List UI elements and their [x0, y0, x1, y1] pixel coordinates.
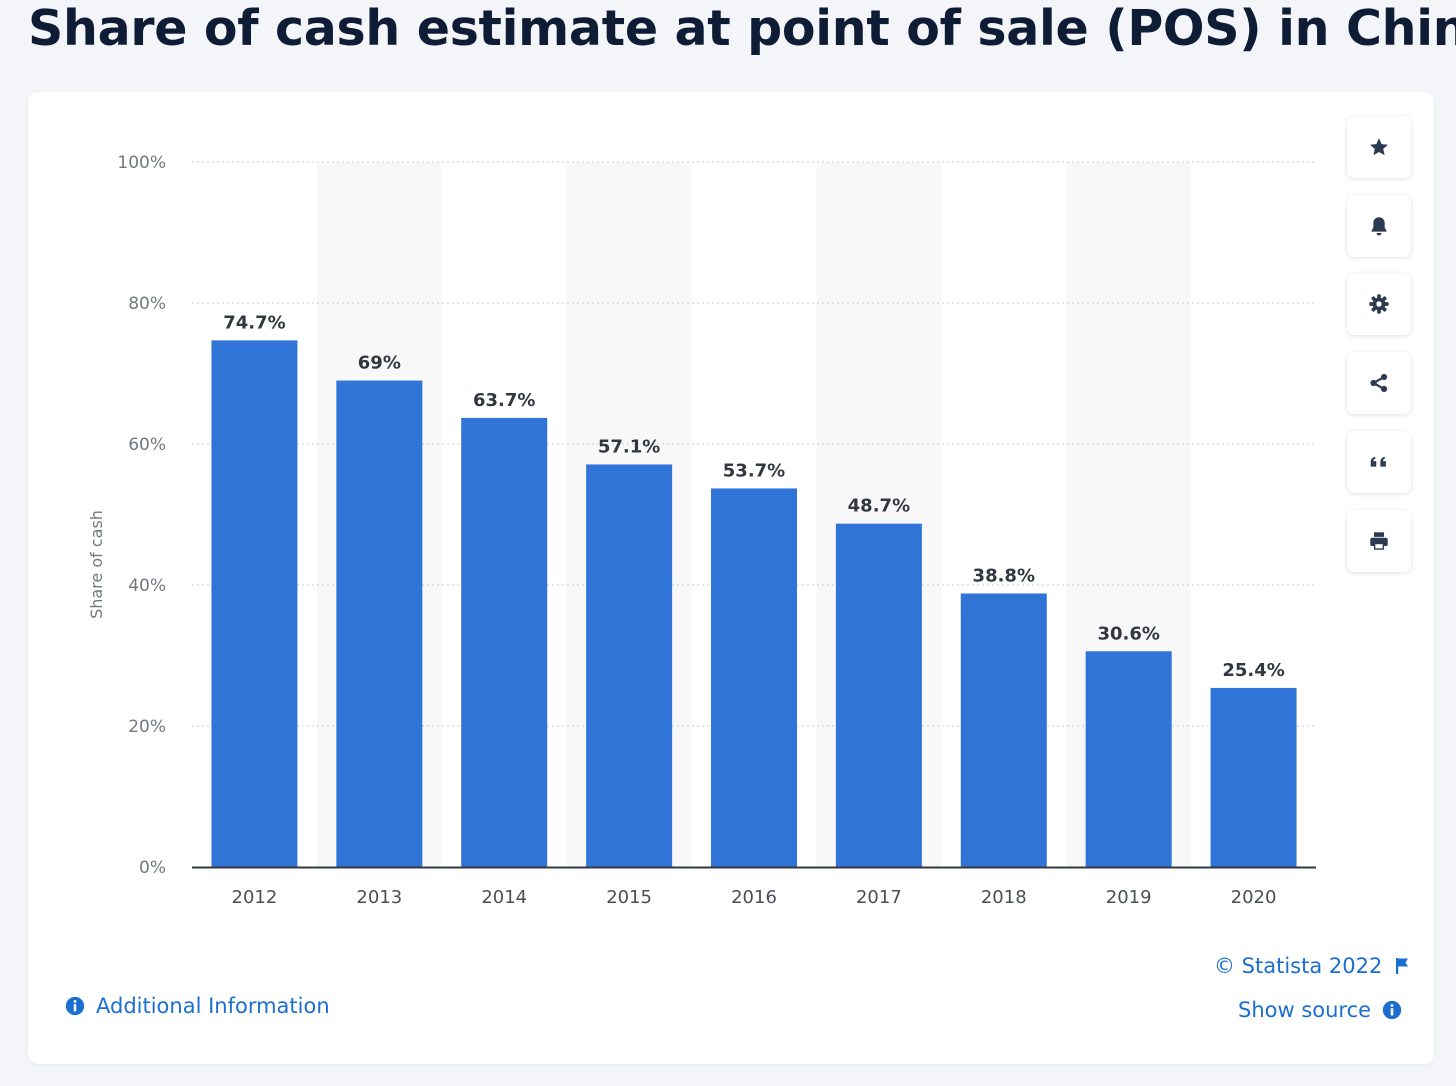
copyright-link[interactable]: © Statista 2022 — [1214, 954, 1410, 978]
bar — [461, 417, 548, 867]
x-tick-label: 2012 — [232, 887, 278, 908]
notification-button[interactable] — [1347, 195, 1411, 257]
bar — [1210, 687, 1297, 867]
y-tick-label: 20% — [128, 717, 166, 737]
quote-icon — [1370, 456, 1386, 467]
page-title: Share of cash estimate at point of sale … — [28, 0, 1456, 57]
info-icon — [1381, 999, 1403, 1021]
share-button[interactable] — [1347, 352, 1411, 414]
bar — [960, 593, 1047, 867]
x-tick-label: 2018 — [981, 887, 1027, 908]
favorite-button[interactable] — [1347, 116, 1411, 178]
data-label: 57.1% — [598, 436, 660, 457]
data-label: 74.7% — [223, 312, 285, 333]
x-tick-label: 2019 — [1106, 887, 1152, 908]
x-tick-label: 2020 — [1231, 887, 1277, 908]
y-tick-label: 60% — [128, 435, 166, 455]
data-label: 48.7% — [848, 496, 910, 517]
star-icon — [1370, 138, 1388, 156]
data-label: 25.4% — [1222, 660, 1284, 681]
cite-button[interactable] — [1347, 431, 1411, 493]
y-tick-label: 0% — [139, 858, 166, 878]
additional-information-label: Additional Information — [96, 994, 330, 1018]
settings-button[interactable] — [1347, 273, 1411, 335]
info-icon — [64, 995, 86, 1017]
data-label: 63.7% — [473, 390, 535, 411]
x-tick-label: 2015 — [606, 887, 652, 908]
x-tick-label: 2014 — [481, 887, 527, 908]
bar — [586, 464, 673, 867]
x-tick-label: 2017 — [856, 887, 902, 908]
share-icon — [1370, 373, 1388, 393]
y-axis-label: Share of cash — [87, 510, 106, 619]
data-label: 38.8% — [973, 565, 1035, 586]
bar — [211, 340, 298, 867]
print-icon — [1370, 532, 1388, 550]
x-tick-label: 2013 — [356, 887, 402, 908]
bar — [835, 523, 922, 867]
data-label: 30.6% — [1097, 623, 1159, 644]
show-source-label: Show source — [1238, 998, 1372, 1022]
print-button[interactable] — [1347, 510, 1411, 572]
y-tick-label: 80% — [128, 294, 166, 314]
gear-icon — [1369, 294, 1389, 314]
y-tick-label: 40% — [128, 576, 166, 596]
flag-icon — [1394, 957, 1410, 975]
bar — [1085, 651, 1172, 867]
bar — [711, 488, 797, 867]
bell-icon — [1371, 217, 1387, 236]
show-source-link[interactable]: Show source — [1238, 998, 1403, 1022]
bar — [336, 380, 423, 867]
data-label: 53.7% — [723, 460, 785, 481]
copyright-label: © Statista 2022 — [1214, 954, 1383, 978]
x-tick-label: 2016 — [731, 887, 777, 908]
y-tick-label: 100% — [117, 153, 166, 173]
data-label: 69% — [358, 353, 401, 374]
additional-information-link[interactable]: Additional Information — [64, 994, 330, 1018]
